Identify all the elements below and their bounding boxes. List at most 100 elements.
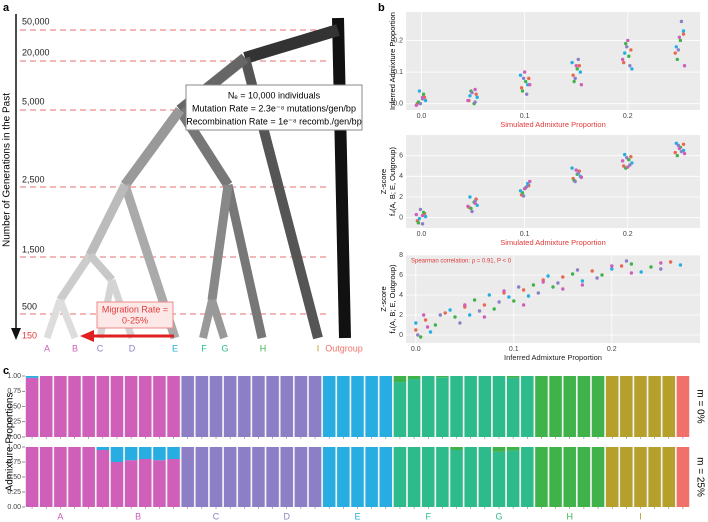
y-tick-label: 0.75 xyxy=(7,388,21,395)
info-box xyxy=(185,84,363,131)
y-tick-label: 0.0 xyxy=(393,101,403,108)
bar-segment xyxy=(407,379,421,437)
bar-segment xyxy=(25,376,39,378)
x-tick-label: 0.1 xyxy=(509,346,519,353)
y-label: Number of Generations in the Past xyxy=(2,93,13,247)
point xyxy=(676,143,681,148)
bar-segment xyxy=(506,376,520,378)
bar-segment xyxy=(436,377,449,437)
panel-a: a b c 50,000 20,000 5,000 2,500 1,500 50… xyxy=(2,2,385,377)
point xyxy=(423,318,428,322)
bar-segment xyxy=(110,376,124,437)
branch xyxy=(56,252,94,303)
bar-segment xyxy=(25,377,39,437)
point xyxy=(629,48,633,52)
bar-segment xyxy=(450,376,463,437)
bar-segment xyxy=(68,376,81,437)
plot-background xyxy=(406,135,700,228)
bar-segment xyxy=(450,447,463,450)
bar-segment xyxy=(535,376,548,437)
point xyxy=(477,309,482,313)
bar-segment xyxy=(322,447,336,507)
point xyxy=(523,79,528,84)
point xyxy=(575,268,580,272)
point xyxy=(522,70,527,74)
point xyxy=(417,89,422,93)
point xyxy=(536,291,540,295)
bar-segment xyxy=(337,376,350,437)
y-tick-label: 0 xyxy=(399,215,403,222)
group-label: B xyxy=(135,511,141,521)
point xyxy=(610,264,614,268)
bar-segment xyxy=(308,376,322,437)
bar-segment xyxy=(634,447,647,507)
bar-segment xyxy=(139,376,152,437)
point xyxy=(418,101,423,106)
point xyxy=(620,159,625,163)
y-axis-label: Inferred Admixture Proportion xyxy=(388,12,397,110)
y-tick-label: 0.50 xyxy=(7,403,21,410)
point xyxy=(578,70,583,74)
bar-segment xyxy=(110,462,124,507)
bar-segment xyxy=(153,447,166,461)
bar-segment xyxy=(549,447,562,507)
point xyxy=(526,181,530,186)
branch xyxy=(332,17,351,339)
time-tick: 1,500 xyxy=(22,244,45,254)
leaf-label: E xyxy=(172,343,178,353)
info-text: Recombination Rate = 1e⁻⁸ recomb./gen/bp xyxy=(186,116,361,126)
leaf-label: Outgroup xyxy=(325,343,363,353)
bar-segment xyxy=(110,447,124,462)
x-tick-label: 0.2 xyxy=(607,346,617,353)
bar-segment xyxy=(308,447,322,507)
bar-segment xyxy=(25,447,39,507)
leaf-label: I xyxy=(317,343,320,353)
bar-segment xyxy=(521,447,534,507)
bar-segment xyxy=(648,376,661,437)
y-tick-label: 4 xyxy=(399,292,403,299)
bar-segment xyxy=(506,450,520,507)
point xyxy=(551,285,555,289)
bar-segment xyxy=(549,376,562,437)
point xyxy=(433,323,438,327)
bar-segment xyxy=(478,376,492,437)
bar-segment xyxy=(124,447,138,461)
info-text: Nₑ = 10,000 individuals xyxy=(228,90,321,100)
point xyxy=(521,194,526,198)
bar-segment xyxy=(223,376,237,437)
point xyxy=(625,45,629,49)
bar-segment xyxy=(563,447,576,507)
bar-segment xyxy=(96,447,110,450)
bar-segment xyxy=(209,376,223,437)
plot-background xyxy=(406,12,700,110)
group-label: G xyxy=(495,511,502,521)
bar-segment xyxy=(620,447,633,507)
time-lines xyxy=(20,29,330,315)
point xyxy=(572,79,576,84)
point xyxy=(600,273,604,277)
bar-segment xyxy=(238,376,251,437)
point xyxy=(428,330,433,334)
point xyxy=(502,289,506,293)
point xyxy=(512,299,516,303)
point xyxy=(676,48,681,52)
point xyxy=(628,163,632,167)
point xyxy=(470,209,474,214)
bar-segment xyxy=(153,460,166,507)
time-tick: 150 xyxy=(22,330,37,340)
point xyxy=(458,321,462,325)
migration-text: 0-25% xyxy=(122,315,148,325)
point xyxy=(621,60,626,65)
point xyxy=(453,315,457,319)
bar-segment xyxy=(379,447,393,507)
x-tick-label: 0.2 xyxy=(623,113,633,120)
point xyxy=(420,213,425,218)
branch xyxy=(86,252,116,283)
point xyxy=(414,328,418,332)
x-tick-label: 0.2 xyxy=(623,231,633,238)
point xyxy=(414,321,418,325)
point xyxy=(624,259,629,263)
point xyxy=(438,313,442,317)
bar-segment xyxy=(365,447,378,507)
point xyxy=(627,54,631,58)
